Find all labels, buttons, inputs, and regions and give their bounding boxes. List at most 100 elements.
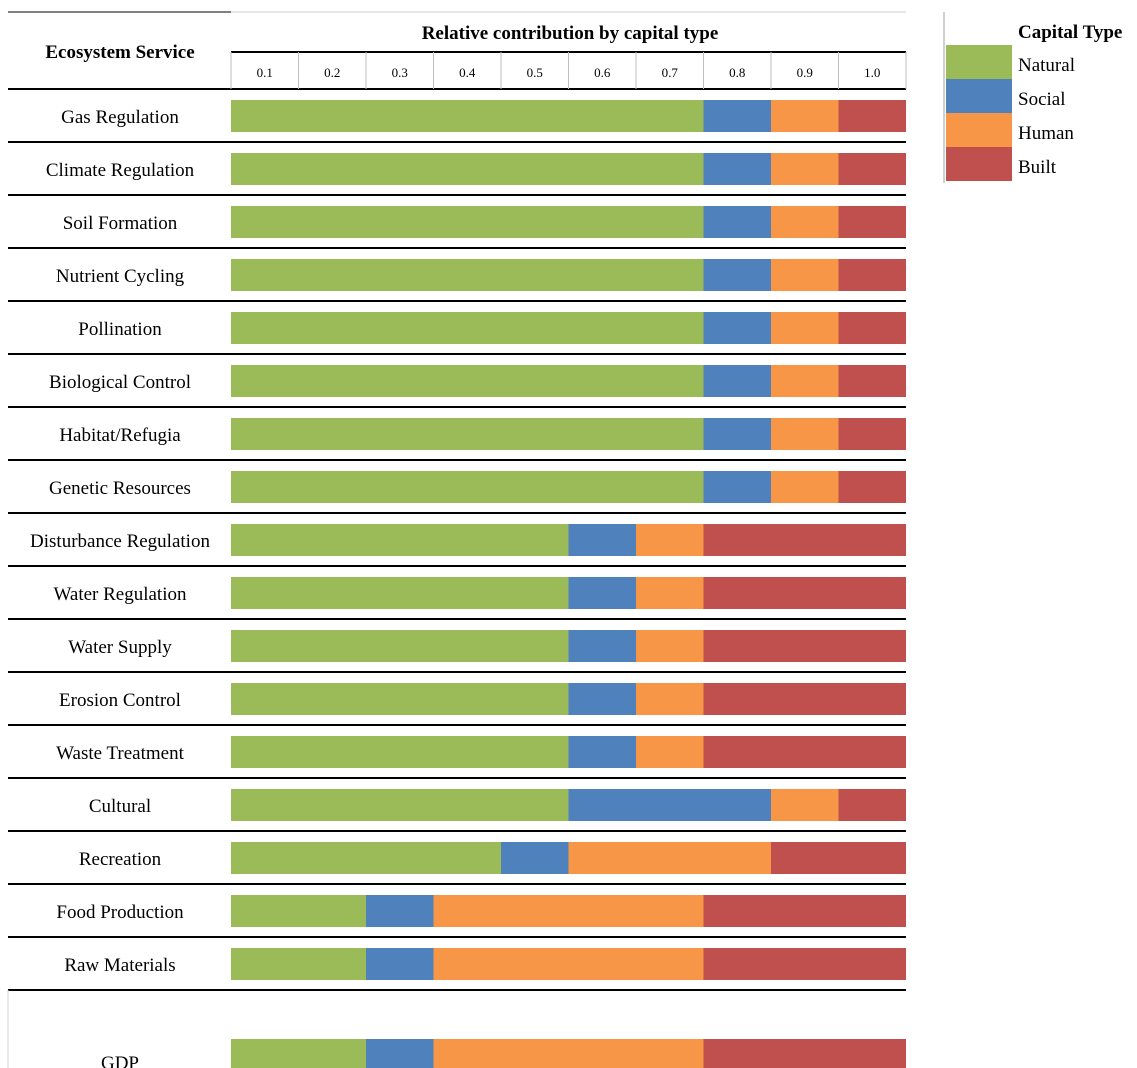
bar-segment-social: [703, 206, 771, 238]
bar-segment-social: [568, 524, 636, 556]
tick-labels: 0.1 0.2 0.3 0.4 0.5 0.6 0.7 0.8 0.9 1.0: [257, 65, 881, 80]
legend-swatch-human: [946, 113, 1012, 147]
legend-swatch-social: [946, 79, 1012, 113]
bar-segment-built: [703, 948, 906, 980]
tick-label: 0.7: [662, 65, 679, 80]
bar-segment-built: [838, 418, 906, 450]
chart-row: Food Production: [56, 895, 906, 927]
bar-segment-built: [703, 736, 906, 768]
bar-segment-natural: [231, 577, 569, 609]
row-label: Erosion Control: [59, 690, 181, 711]
chart-title: Relative contribution by capital type: [422, 23, 719, 44]
bar-segment-built: [703, 895, 906, 927]
bar-segment-human: [636, 683, 704, 715]
bar-segment-natural: [231, 895, 366, 927]
row-label: Habitat/Refugia: [59, 425, 181, 446]
chart-row: Water Supply: [68, 630, 906, 662]
bar-segment-human: [771, 259, 839, 291]
bar-segment-social: [703, 100, 771, 132]
bar-segment-social: [366, 948, 434, 980]
chart-row: Habitat/Refugia: [59, 418, 906, 450]
tick-label: 0.2: [324, 65, 340, 80]
row-label: Recreation: [79, 849, 162, 870]
bar-segment-built: [838, 206, 906, 238]
bar-segment-social: [703, 365, 771, 397]
legend: Capital Type Natural Social Human Built: [943, 12, 1122, 183]
bar-segment-human: [568, 842, 771, 874]
bar-segment-social: [703, 418, 771, 450]
bar-segment-natural: [231, 524, 569, 556]
chart-row: Erosion Control: [59, 683, 906, 715]
legend-title: Capital Type: [1018, 22, 1122, 43]
chart-row: Gas Regulation: [61, 100, 906, 132]
legend-label: Natural: [1018, 55, 1075, 76]
bar-segment-built: [703, 577, 906, 609]
bar-segment-human: [771, 206, 839, 238]
bar-segment-human: [433, 948, 704, 980]
tick-label: 0.5: [527, 65, 543, 80]
bar-segment-natural: [231, 842, 501, 874]
legend-label: Social: [1018, 89, 1066, 110]
chart-row: Biological Control: [49, 365, 906, 397]
chart-row: GDP: [101, 1039, 906, 1068]
bar-segment-social: [501, 842, 569, 874]
bar-segment-human: [636, 630, 704, 662]
bar-segment-natural: [231, 948, 366, 980]
bar-segment-social: [568, 683, 636, 715]
bar-segment-natural: [231, 365, 704, 397]
row-label: Pollination: [78, 319, 162, 340]
bar-segment-social: [568, 736, 636, 768]
bar-segment-human: [433, 895, 704, 927]
bar-segment-social: [703, 259, 771, 291]
bar-segment-built: [838, 365, 906, 397]
chart-row: Disturbance Regulation: [30, 524, 906, 556]
bar-segment-built: [703, 630, 906, 662]
bar-segment-built: [703, 683, 906, 715]
row-label: Cultural: [89, 796, 151, 817]
row-label: GDP: [101, 1053, 139, 1068]
bar-segment-built: [838, 153, 906, 185]
bar-segment-natural: [231, 630, 569, 662]
tick-label: 0.8: [729, 65, 745, 80]
bar-segment-built: [771, 842, 906, 874]
chart-row: Waste Treatment: [56, 736, 906, 768]
bar-segment-human: [433, 1039, 704, 1068]
chart-row: Recreation: [79, 842, 906, 874]
bar-segment-social: [703, 153, 771, 185]
bar-segment-human: [771, 789, 839, 821]
bar-segment-built: [838, 471, 906, 503]
row-label: Raw Materials: [64, 955, 175, 976]
bar-segment-natural: [231, 100, 704, 132]
chart-row: Soil Formation: [63, 206, 906, 238]
bar-segment-natural: [231, 683, 569, 715]
bar-segment-human: [771, 471, 839, 503]
bar-segment-social: [568, 577, 636, 609]
tick-label: 0.6: [594, 65, 611, 80]
bar-segment-human: [771, 365, 839, 397]
tick-label: 1.0: [864, 65, 880, 80]
legend-label: Human: [1018, 123, 1074, 144]
bar-segment-built: [838, 259, 906, 291]
bar-segment-built: [703, 1039, 906, 1068]
bar-segment-social: [703, 312, 771, 344]
chart-row: Nutrient Cycling: [56, 259, 906, 291]
chart-row: Water Regulation: [53, 577, 906, 609]
bar-segment-human: [636, 524, 704, 556]
chart-rows: Gas Regulation Climate Regulation Soil For…: [30, 100, 906, 1068]
bar-segment-natural: [231, 736, 569, 768]
bar-segment-social: [366, 895, 434, 927]
row-label: Climate Regulation: [46, 160, 195, 181]
bar-segment-human: [771, 418, 839, 450]
legend-swatch-natural: [946, 45, 1012, 79]
bar-segment-natural: [231, 1039, 366, 1068]
bar-segment-natural: [231, 206, 704, 238]
bar-segment-natural: [231, 153, 704, 185]
bar-segment-human: [636, 736, 704, 768]
bar-segment-human: [636, 577, 704, 609]
chart-row: Cultural: [89, 789, 906, 821]
row-label: Food Production: [56, 902, 184, 923]
bar-segment-human: [771, 153, 839, 185]
tick-label: 0.3: [392, 65, 408, 80]
bar-segment-human: [771, 100, 839, 132]
row-label: Waste Treatment: [56, 743, 184, 764]
